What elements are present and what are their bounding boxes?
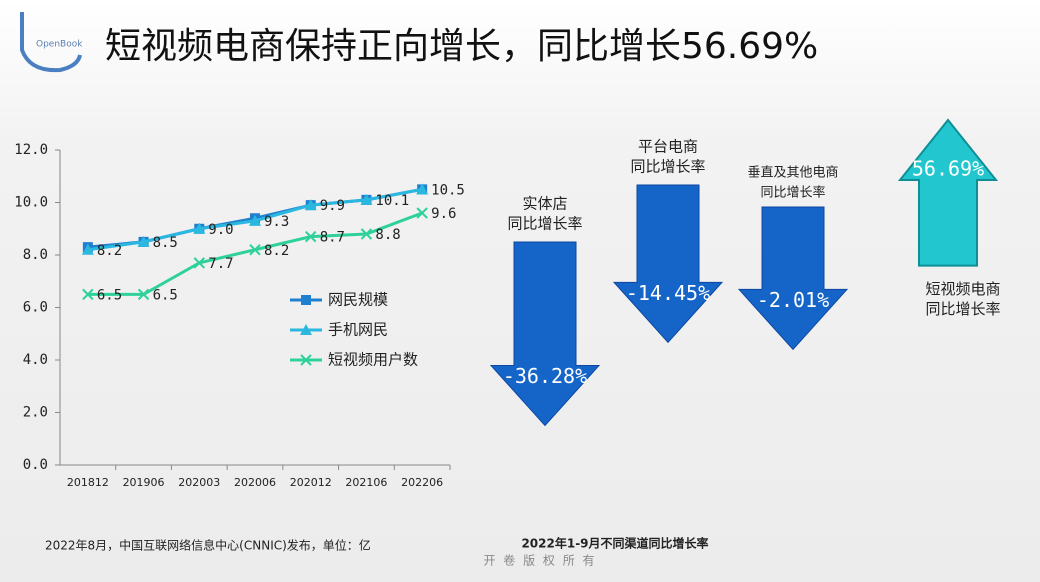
point <box>249 214 261 226</box>
point <box>360 228 373 240</box>
arrow-category: 同比增长率 <box>760 185 825 201</box>
point <box>82 288 94 301</box>
arrow-category: 同比增长率 <box>630 158 705 176</box>
data-label: 8.2 <box>97 243 122 259</box>
logo: OpenBook <box>20 12 83 73</box>
data-label: 6.5 <box>153 287 178 303</box>
point <box>137 235 150 247</box>
data-label: 7.7 <box>208 256 233 272</box>
data-label: 8.7 <box>320 230 345 246</box>
point <box>193 257 205 269</box>
arrow <box>612 184 724 344</box>
y-tick-label: 10.0 <box>14 195 48 211</box>
point <box>81 243 94 255</box>
arrow-value-label: -14.45% <box>626 281 710 305</box>
x-tick-label: 201906 <box>123 476 165 489</box>
data-label: 10.1 <box>375 193 409 209</box>
data-label: 8.8 <box>375 227 400 243</box>
data-label: 9.0 <box>208 222 233 238</box>
data-label: 8.2 <box>264 243 289 259</box>
legend-label: 手机网民 <box>328 321 388 339</box>
y-tick-label: 2.0 <box>23 405 48 421</box>
logo-shape <box>20 12 82 73</box>
x-tick-label: 202206 <box>401 476 443 489</box>
arrow-value-label: -36.28% <box>503 364 587 388</box>
data-label: 10.5 <box>431 182 465 198</box>
logo-text: OpenBook <box>36 40 83 50</box>
point <box>193 222 206 234</box>
arrow-category: 平台电商 <box>638 138 698 156</box>
point <box>304 199 317 211</box>
arrow-category: 短视频电商 <box>925 280 1000 298</box>
legend-marker <box>300 324 312 335</box>
arrow-value-label: -2.01% <box>757 288 829 312</box>
legend-marker <box>301 295 311 305</box>
data-label: 8.5 <box>153 235 178 251</box>
arrow-value-label: 56.69% <box>912 157 984 181</box>
x-tick-label: 202106 <box>345 476 387 489</box>
point <box>137 288 150 301</box>
page-title: 短视频电商保持正向增长，同比增长56.69% <box>105 26 818 67</box>
data-label: 9.6 <box>431 206 456 222</box>
source-note: 2022年8月，中国互联网络信息中心(CNNIC)发布，单位：亿 <box>45 538 371 553</box>
legend-label: 短视频用户数 <box>328 351 418 369</box>
copyright: 开 卷 版 权 所 有 <box>483 553 596 568</box>
y-tick-label: 6.0 <box>23 300 48 316</box>
x-tick-label: 201812 <box>67 476 109 489</box>
data-label: 9.3 <box>264 214 289 230</box>
point <box>305 230 317 243</box>
point <box>249 244 261 256</box>
arrow-category: 实体店 <box>522 195 567 213</box>
arrow-chart-title: 2022年1-9月不同渠道同比增长率 <box>521 536 708 551</box>
y-tick-label: 12.0 <box>14 142 48 158</box>
point <box>360 193 373 205</box>
x-tick-label: 202003 <box>178 476 220 489</box>
arrow <box>489 241 601 427</box>
x-tick-label: 202006 <box>234 476 276 489</box>
y-tick-label: 4.0 <box>23 352 48 368</box>
point <box>416 207 428 219</box>
arrow <box>897 118 999 267</box>
data-label: 6.5 <box>97 287 122 303</box>
legend-marker <box>300 354 312 366</box>
x-tick-label: 202012 <box>290 476 332 489</box>
legend-label: 网民规模 <box>328 291 388 309</box>
arrow <box>737 206 849 351</box>
arrow-category: 同比增长率 <box>925 300 1000 318</box>
point <box>416 183 429 195</box>
data-label: 9.9 <box>320 198 345 214</box>
y-tick-label: 8.0 <box>23 247 48 263</box>
arrow-category: 垂直及其他电商 <box>747 166 838 181</box>
y-tick-label: 0.0 <box>23 457 48 473</box>
arrow-category: 同比增长率 <box>507 215 582 233</box>
